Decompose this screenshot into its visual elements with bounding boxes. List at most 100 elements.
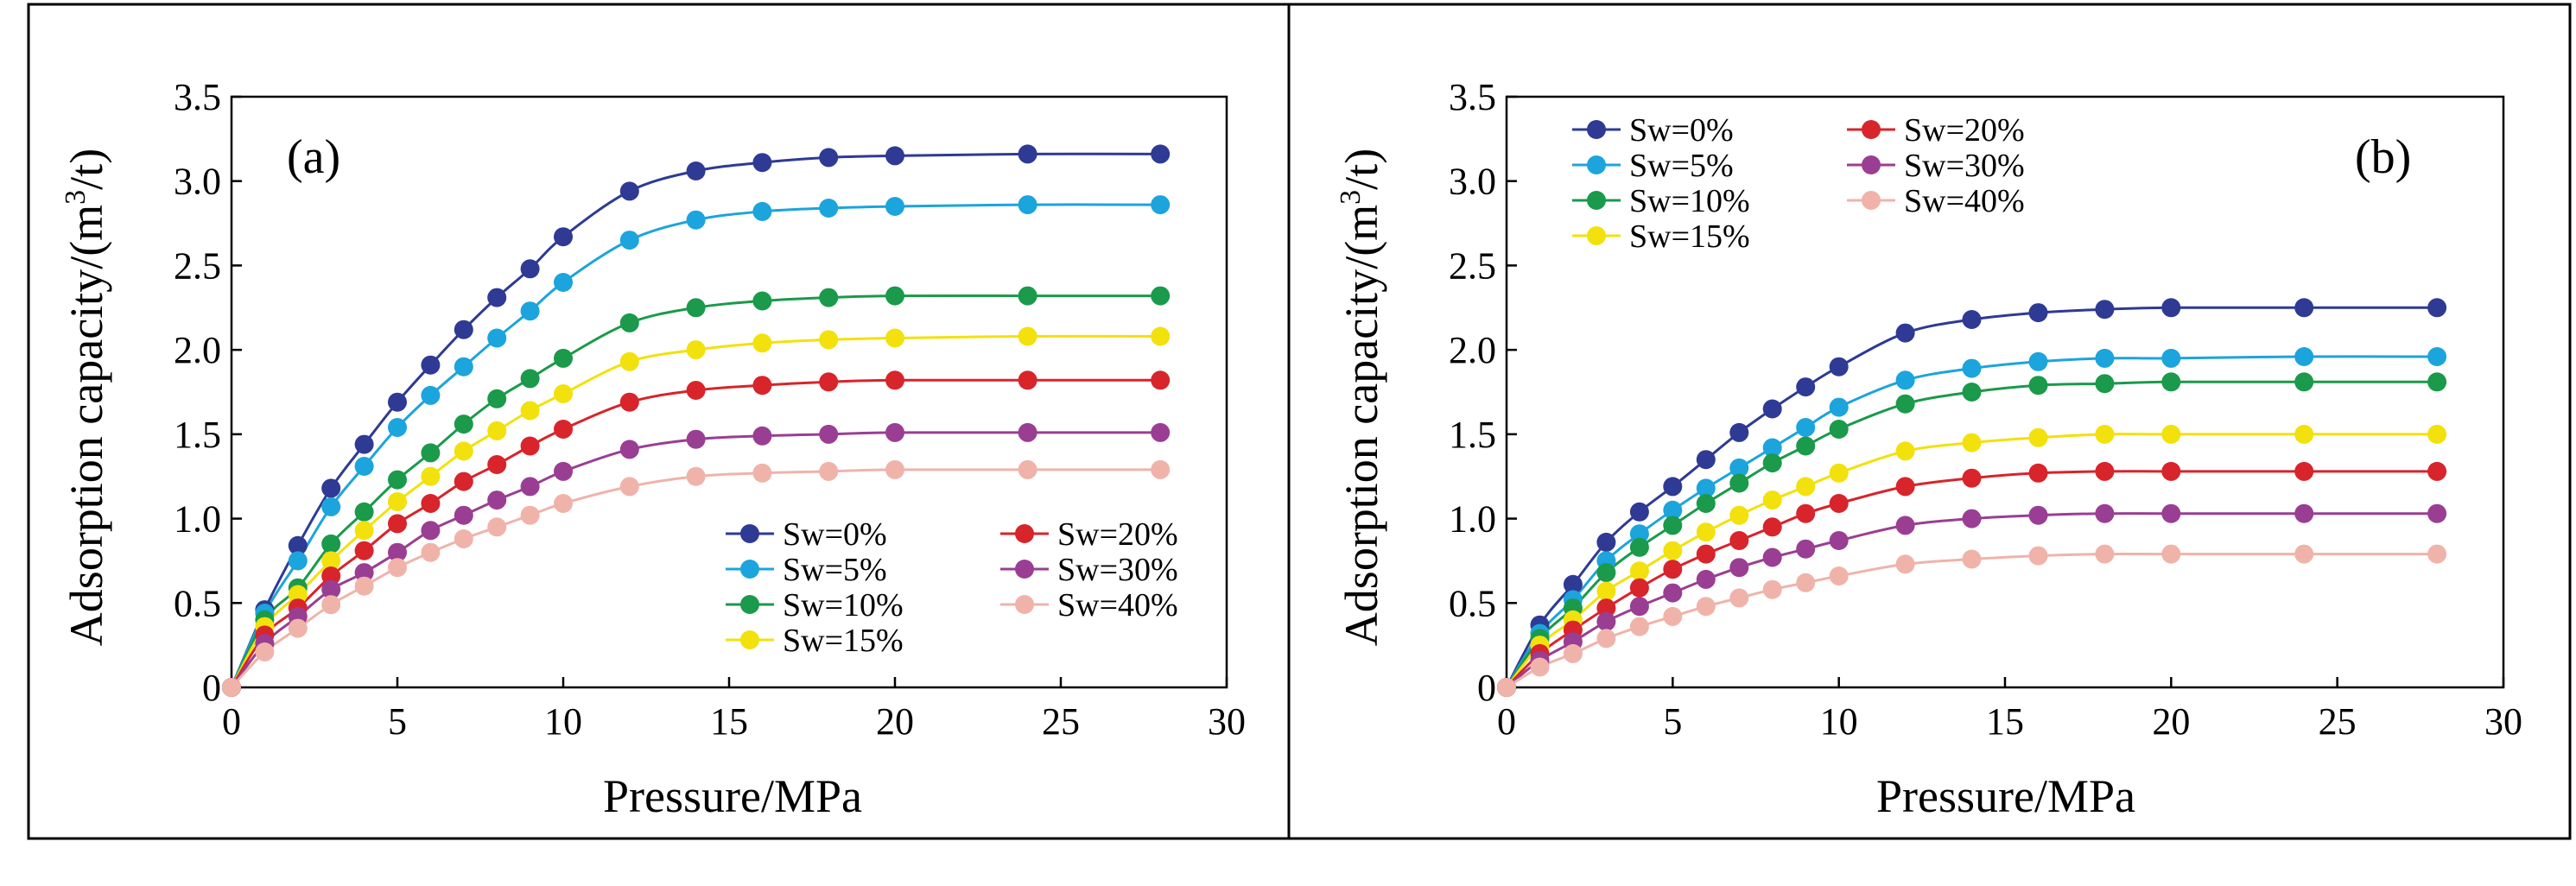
panel-a-data-point (321, 497, 341, 516)
panel-b-data-point (1696, 478, 1716, 498)
panel-a-y-tick-label: 0 (202, 667, 221, 709)
panel-a-data-point (388, 542, 407, 562)
panel-b-x-tick-label: 25 (2319, 700, 2357, 743)
panel-b-data-point (1629, 561, 1649, 581)
panel-b-data-point (1696, 450, 1716, 470)
panel-b-data-point (1696, 597, 1716, 617)
panel-a-legend-marker (740, 595, 759, 614)
panel-a-data-point (885, 146, 904, 166)
panel-a-data-point (520, 477, 540, 497)
panel-b-data-point (2028, 463, 2048, 483)
panel-b-data-point (2161, 348, 2181, 368)
panel-a-data-point (421, 466, 441, 486)
panel-b-data-point (1596, 581, 1616, 601)
panel-b-data-point (1829, 463, 1849, 483)
panel-a: (a) Pressure/MPa Adsorption capacity/(m3… (60, 76, 1246, 822)
panel-a-data-point (1018, 422, 1037, 442)
panel-b-legend-label: Sw=20% (1904, 112, 2025, 149)
panel-b-data-point (1762, 547, 1782, 567)
panel-b-data-point (2161, 461, 2181, 481)
panel-b-data-point (1629, 524, 1649, 544)
panel-a-data-point (819, 199, 839, 218)
panel-a-data-point (619, 313, 639, 332)
panel-a-data-point (752, 463, 772, 483)
panel-b-data-point (1796, 503, 1816, 523)
panel-b-data-point (1596, 532, 1616, 552)
panel-a-y-axis-title-sup: 3 (60, 190, 92, 205)
panel-b-label: (b) (2355, 130, 2411, 184)
panel-b-data-point (1762, 453, 1782, 473)
panel-a-data-point (421, 355, 441, 375)
panel-a-data-point (1151, 422, 1171, 442)
panel-a-data-point (454, 357, 473, 377)
panel-b-data-point (2028, 351, 2048, 371)
panel-a-data-point (619, 477, 639, 497)
panel-b-data-point (1796, 539, 1816, 559)
panel-a-data-point (619, 392, 639, 412)
panel-a-y-axis-title: Adsorption capacity/(m3/t) (60, 149, 112, 646)
panel-a-data-point (388, 392, 407, 412)
panel-b-data-point (2294, 298, 2314, 318)
panel-b-data-point (1829, 566, 1849, 585)
panel-a-data-point (520, 369, 540, 389)
panel-b-data-point (2294, 544, 2314, 564)
panel-b-data-point (1663, 477, 1683, 497)
panel-a-x-tick-label: 30 (1208, 700, 1246, 743)
panel-a-data-point (619, 231, 639, 250)
panel-a-data-point (288, 551, 308, 571)
panel-b-data-point (1596, 563, 1616, 583)
panel-a-x-tick-label: 15 (710, 700, 748, 743)
panel-b-data-point (1596, 629, 1616, 649)
panel-b-data-point (1663, 500, 1683, 520)
panel-a-data-point (819, 288, 839, 307)
panel-b-markers (1497, 298, 2447, 697)
panel-a-x-tick-label: 25 (1042, 700, 1080, 743)
panel-b-data-point (1663, 583, 1683, 603)
panel-a-y-tick-label: 2.0 (174, 329, 221, 371)
panel-b-data-point (2161, 503, 2181, 523)
panel-b-data-point (1829, 357, 1849, 377)
panel-a-legend-label: Sw=10% (783, 587, 904, 623)
panel-a-data-point (454, 415, 473, 434)
panel-b-data-point (1729, 505, 1749, 525)
panel-a-data-point (554, 420, 573, 439)
panel-a-data-point (686, 210, 706, 230)
panel-b-data-point (1796, 573, 1816, 592)
panel-a-data-point (421, 443, 441, 463)
panel-a-data-point (1151, 370, 1171, 390)
panel-a-data-point (819, 330, 839, 350)
panel-b-data-point (1729, 588, 1749, 608)
panel-a-data-point (686, 161, 706, 180)
panel-a-data-point (487, 490, 507, 510)
panel-a-data-point (752, 426, 772, 446)
panel-a-data-point (421, 494, 441, 513)
panel-b-y-tick-label: 1.0 (1449, 498, 1496, 541)
panel-a-data-point (388, 492, 407, 511)
panel-b-data-point (1829, 397, 1849, 417)
panel-b-data-point (1895, 477, 1915, 497)
panel-b-legend-label: Sw=10% (1629, 183, 1750, 219)
panel-b-y-tick-label: 2.5 (1449, 244, 1496, 287)
panel-a-legend-marker (1015, 524, 1034, 543)
panel-a-data-point (554, 273, 573, 292)
panel-a-data-point (1151, 286, 1171, 306)
panel-b-x-tick-label: 10 (1820, 700, 1858, 743)
panel-a-data-point (554, 384, 573, 403)
panel-a-data-point (487, 517, 507, 537)
panel-b-data-point (1596, 598, 1616, 618)
panel-b-data-point (2095, 503, 2115, 523)
panel-a-data-point (288, 585, 308, 604)
panel-a-y-tick-label: 3.5 (174, 76, 221, 118)
panel-b-data-point (2161, 298, 2181, 318)
panel-a-data-point (354, 521, 374, 541)
panel-b-data-point (1895, 370, 1915, 390)
panel-a-data-point (321, 478, 341, 498)
panel-a-data-point (1151, 195, 1171, 215)
panel-b-data-point (1762, 399, 1782, 419)
panel-b-y-tick-label: 1.5 (1449, 414, 1496, 456)
panel-b-data-point (2294, 461, 2314, 481)
panel-a-data-point (619, 440, 639, 459)
panel-a-data-point (354, 502, 374, 522)
panel-a-legend: Sw=0%Sw=5%Sw=10%Sw=15% Sw=20%Sw=30%Sw=40% (726, 516, 1178, 659)
panel-b-series-line-4 (1505, 470, 2438, 689)
